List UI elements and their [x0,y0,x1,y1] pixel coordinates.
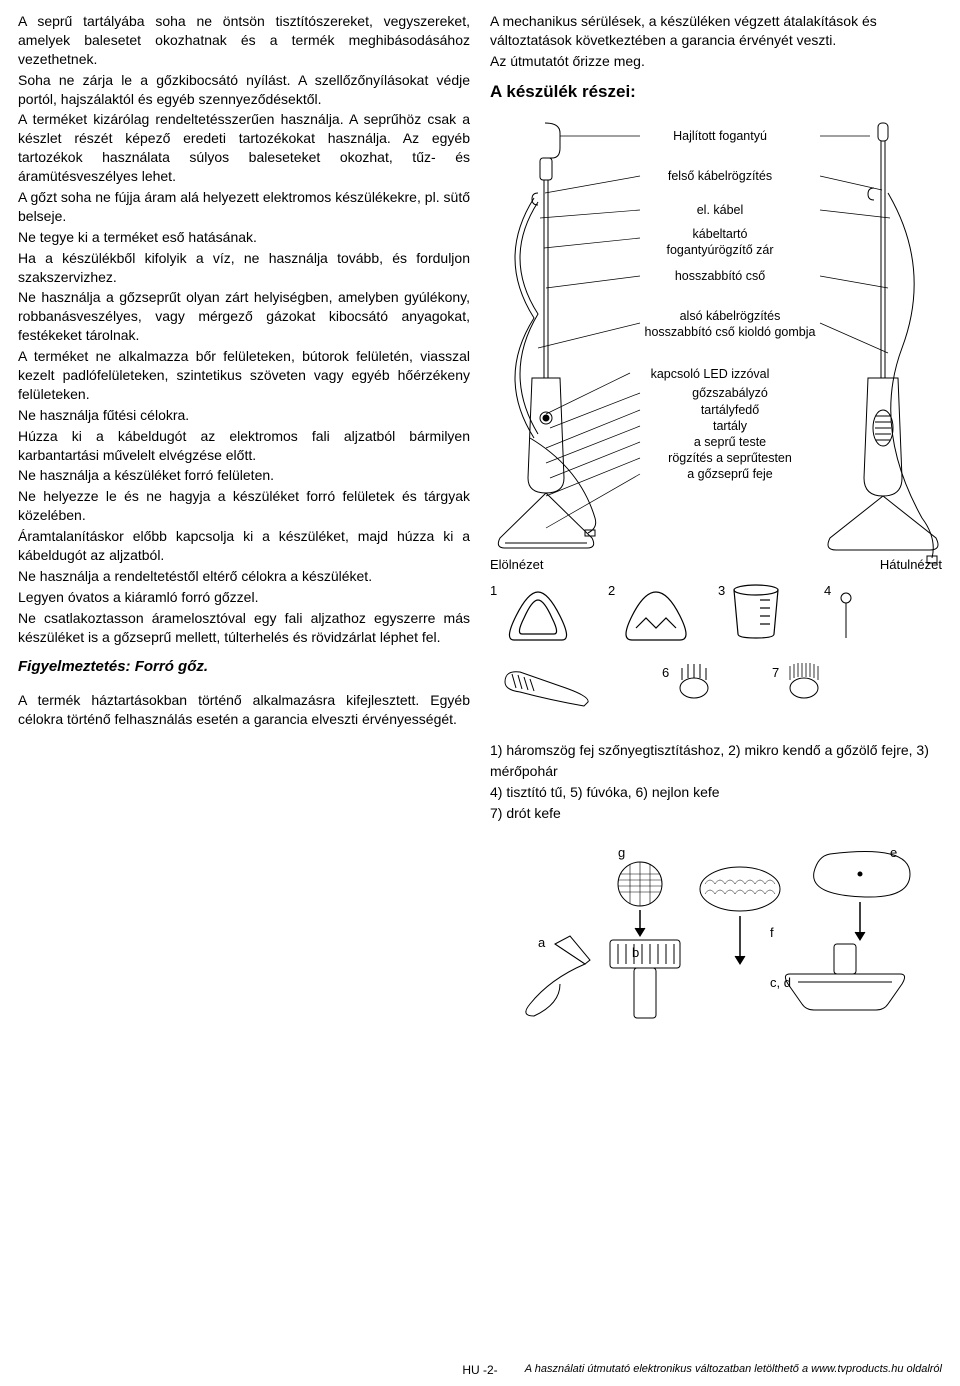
paragraph: Ne helyezze le és ne hagyja a készüléket… [18,487,470,525]
paragraph: A seprű tartályába soha ne öntsön tisztí… [18,12,470,69]
part-label: tartályfedő [640,402,820,419]
acc-num: 3 [718,582,725,600]
part-label: el. kábel [630,202,810,219]
acc-num: 7 [772,664,779,682]
main-diagram: Hajlított fogantyú felső kábelrögzítés e… [490,118,942,578]
part-label: a gőzseprű feje [640,466,820,483]
accessories-diagram: 1 2 3 [490,582,942,732]
assembly-icons [490,844,950,1024]
part-label: Hajlított fogantyú [630,128,810,145]
view-back-label: Hátulnézet [880,556,942,574]
paragraph: Ne használja a rendeltetéstől eltérő cél… [18,567,470,586]
nozzle-icon [500,662,600,712]
acc-num: 4 [824,582,831,600]
page-number: HU -2- [462,1362,497,1378]
paragraph: Ne használja a gőzseprűt olyan zárt hely… [18,288,470,345]
part-label: gőzszabályzó [640,385,820,402]
parts-title: A készülék részei: [490,81,942,104]
part-label: tartály [640,418,820,435]
left-column: A seprű tartályába soha ne öntsön tisztí… [18,12,470,1024]
part-label: hosszabbító cső [630,268,810,285]
accessories-legend: 1) háromszög fej szőnyegtisztításhoz, 2)… [490,740,942,824]
part-label: rögzítés a seprűtesten [640,450,820,467]
paragraph: Ne használja fűtési célokra. [18,406,470,425]
warning-heading: Figyelmeztetés: Forró gőz. [18,657,470,677]
paragraph: Húzza ki a kábeldugót az elektromos fali… [18,427,470,465]
paragraph: A mechanikus sérülések, a készüléken vég… [490,12,942,50]
paragraph: Ne csatlakoztasson áramelosztóval egy fa… [18,609,470,647]
part-label: a seprű teste [640,434,820,451]
part-label: kábeltartófogantyúrögzítő zár [630,226,810,260]
micro-cloth-icon [616,586,696,646]
page-footer: HU -2- A használati útmutató elektroniku… [0,1362,960,1378]
footer-note: A használati útmutató elektronikus válto… [498,1362,942,1378]
acc-num: 6 [662,664,669,682]
nylon-brush-icon [674,660,714,704]
measuring-cup-icon [728,582,788,642]
part-label: kapcsoló LED izzóval [620,366,800,383]
acc-num: 1 [490,582,497,600]
triangle-head-icon [498,586,578,646]
right-column: A mechanikus sérülések, a készüléken vég… [490,12,942,1024]
paragraph: A gőzt soha ne fújja áram alá helyezett … [18,188,470,226]
paragraph: Legyen óvatos a kiáramló forró gőzzel. [18,588,470,607]
assembly-diagram: a b g f e c, d [490,844,942,1024]
wire-brush-icon [784,660,824,704]
paragraph: Ne tegye ki a terméket eső hatásának. [18,228,470,247]
view-front-label: Elölnézet [490,556,543,574]
paragraph: Áramtalanításkor előbb kapcsolja ki a ké… [18,527,470,565]
paragraph: A terméket kizárólag rendeltetésszerűen … [18,110,470,186]
cleaning-needle-icon [834,592,864,642]
acc-num: 2 [608,582,615,600]
paragraph: Soha ne zárja le a gőzkibocsátó nyílást.… [18,71,470,109]
part-label: alsó kábelrögzítéshosszabbító cső kioldó… [630,308,830,342]
paragraph: Az útmutatót őrizze meg. [490,52,942,71]
paragraph: Ne használja a készüléket forró felülete… [18,466,470,485]
leader-lines [490,118,950,578]
paragraph: A terméket ne alkalmazza bőr felületeken… [18,347,470,404]
paragraph: Ha a készülékből kifolyik a víz, ne hasz… [18,249,470,287]
part-label: felső kábelrögzítés [630,168,810,185]
paragraph: A termék háztartásokban történő alkalmaz… [18,691,470,729]
